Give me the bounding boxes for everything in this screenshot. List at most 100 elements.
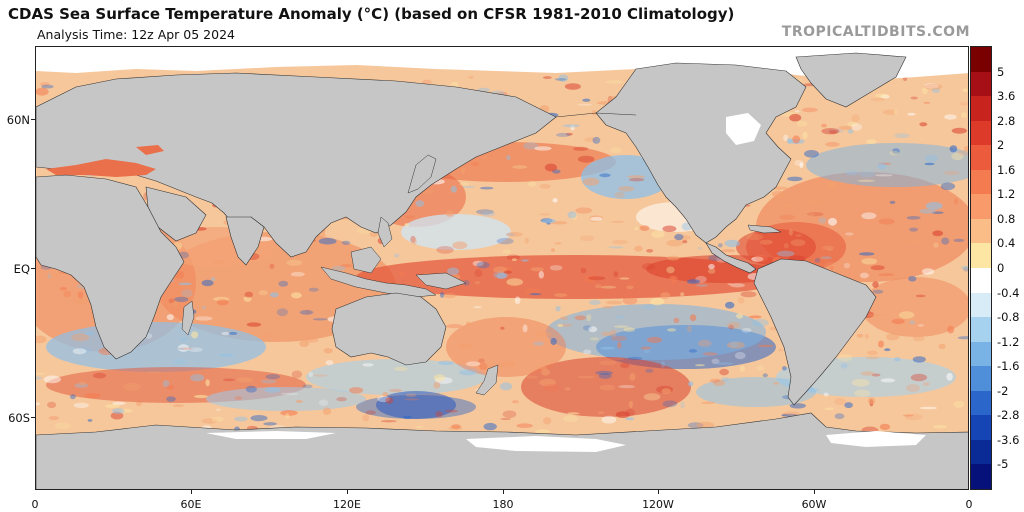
anomaly-speck — [858, 171, 876, 178]
anomaly-speck — [880, 94, 890, 99]
anomaly-speck — [211, 416, 224, 423]
anomaly-speck — [575, 207, 592, 214]
anomaly-speck — [325, 360, 334, 366]
anomaly-speck — [786, 137, 793, 144]
anomaly-speck — [533, 341, 545, 346]
anomaly-speck — [845, 170, 859, 176]
anomaly-speck — [795, 234, 802, 237]
lon-tick — [658, 490, 659, 494]
anomaly-speck — [570, 213, 578, 220]
anomaly-speck — [452, 241, 468, 250]
lat-label-60s: 60S — [8, 411, 30, 425]
anomaly-speck — [579, 235, 595, 242]
anomaly-speck — [893, 109, 898, 115]
colorbar-label: 1.6 — [997, 162, 1016, 177]
anomaly-speck — [555, 305, 561, 312]
anomaly-speck — [526, 375, 538, 379]
anomaly-speck — [639, 225, 650, 232]
anomaly-speck — [730, 283, 745, 288]
anomaly-speck — [528, 180, 537, 187]
anomaly-speck — [506, 278, 523, 286]
anomaly-speck — [584, 275, 596, 283]
anomaly-speck — [385, 397, 394, 404]
anomaly-speck — [708, 268, 716, 274]
anomaly-speck — [961, 265, 968, 270]
anomaly-speck — [194, 394, 208, 399]
anomaly-speck — [792, 135, 801, 144]
anomaly-speck — [919, 406, 938, 410]
anomaly-speck — [543, 383, 560, 392]
anomaly-speck — [500, 326, 505, 330]
lon-tick — [814, 490, 815, 494]
anomaly-speck — [790, 239, 806, 247]
anomaly-speck — [446, 324, 463, 329]
anomaly-speck — [405, 393, 417, 397]
anomaly-speck — [512, 400, 519, 404]
anomaly-speck — [889, 200, 896, 204]
anomaly-speck — [640, 346, 652, 350]
anomaly-speck — [394, 366, 408, 371]
anomaly-speck — [562, 124, 581, 128]
anomaly-speck — [709, 378, 721, 383]
anomaly-speck — [721, 249, 735, 253]
anomaly-speck — [959, 101, 968, 106]
anomaly-speck — [794, 110, 800, 113]
anomaly-speck — [641, 263, 656, 270]
anomaly-speck — [843, 262, 851, 269]
anomaly-speck — [299, 340, 309, 348]
anomaly-speck — [577, 103, 592, 106]
madagascar — [181, 300, 195, 336]
anomaly-speck — [838, 125, 853, 130]
anomaly-speck — [615, 411, 630, 419]
anomaly-speck — [259, 333, 276, 338]
anomaly-speck — [162, 380, 170, 388]
anomaly-speck — [867, 397, 876, 405]
anomaly-speck — [625, 417, 635, 421]
lat-tick — [31, 417, 35, 418]
anomaly-speck — [829, 130, 838, 134]
colorbar-segment — [971, 366, 991, 392]
anomaly-speck — [478, 358, 485, 363]
anomaly-speck — [727, 283, 733, 286]
colorbar-segment — [971, 341, 991, 367]
anomaly-speck — [908, 276, 917, 282]
north-america — [595, 62, 807, 244]
anomaly-speck — [451, 424, 461, 429]
anomaly-speck — [909, 227, 918, 232]
anomaly-speck — [857, 179, 876, 182]
anomaly-speck — [591, 162, 598, 166]
anomaly-speck — [808, 199, 823, 204]
anomaly-speck — [221, 331, 230, 336]
anomaly-speck — [544, 163, 557, 172]
anomaly-speck — [963, 146, 968, 152]
lon-label-120w: 120W — [642, 498, 674, 511]
colorbar-segment — [971, 317, 991, 343]
colorbar-label: 3.6 — [997, 89, 1016, 104]
anomaly-speck — [145, 371, 163, 374]
anomaly-speck — [188, 347, 203, 353]
anomaly-speck — [799, 162, 804, 168]
anomaly-speck — [246, 322, 262, 327]
colorbar-segment — [971, 243, 991, 269]
anomaly-speck — [319, 399, 329, 406]
anomaly-speck — [493, 266, 508, 273]
anomaly-speck — [719, 368, 729, 376]
anomaly-speck — [651, 230, 665, 238]
colorbar-segment — [971, 390, 991, 416]
anomaly-speck — [290, 271, 305, 277]
anomaly-speck — [505, 232, 523, 237]
colorbar-label: 2.8 — [997, 113, 1016, 128]
cuba — [747, 224, 782, 234]
anomaly-speck — [695, 364, 705, 367]
anomaly-speck — [646, 336, 663, 343]
anomaly-speck — [599, 173, 611, 178]
anomaly-speck — [312, 318, 328, 321]
anomaly-speck — [525, 287, 541, 295]
anomaly-speck — [829, 265, 834, 270]
anomaly-speck — [558, 74, 569, 82]
anomaly-speck — [173, 358, 187, 365]
anomaly-speck — [933, 242, 939, 248]
anomaly-speck — [910, 373, 928, 382]
philippines — [377, 216, 393, 248]
anomaly-speck — [861, 212, 877, 220]
